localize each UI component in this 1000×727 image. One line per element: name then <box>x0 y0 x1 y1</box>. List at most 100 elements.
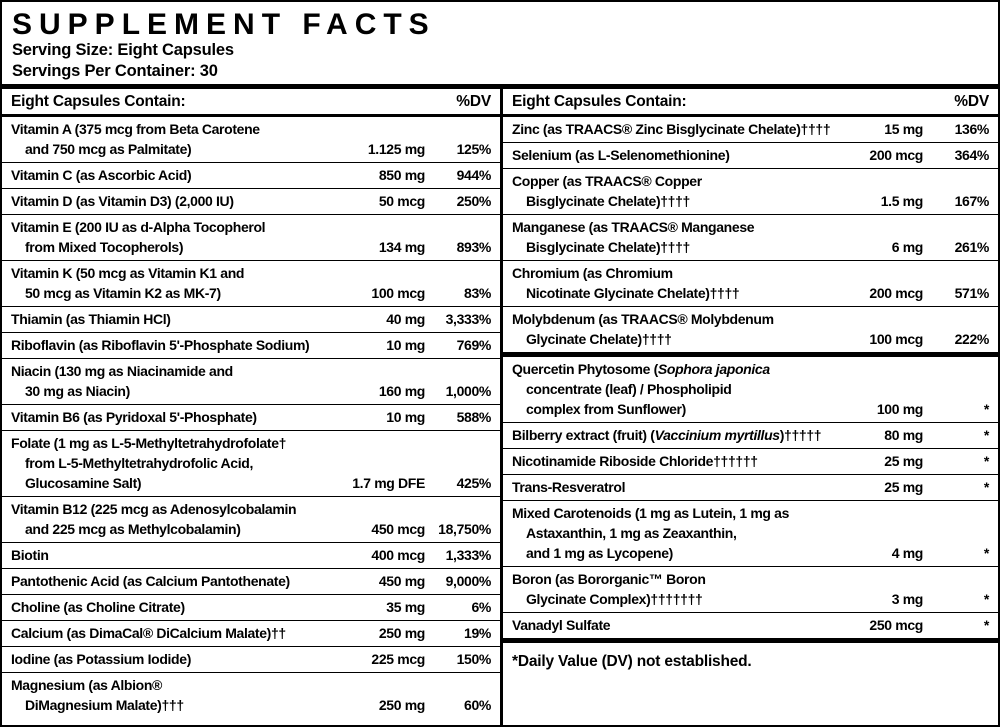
nutrient-rows: Vitamin A (375 mcg from Beta Carotene and… <box>2 117 500 725</box>
nutrient-name: Manganese (as TRAACS® Manganese Bisglycin… <box>512 219 755 255</box>
table-row: Vitamin B12 (225 mcg as Adenosylcobalami… <box>2 496 500 542</box>
nutrient-dv: 944% <box>456 167 492 183</box>
table-row: Selenium (as L-Selenomethionine) 200 mcg 3… <box>503 142 998 168</box>
table-row: Manganese (as TRAACS® Manganese Bisglycin… <box>503 214 998 260</box>
left-column: Eight Capsules Contain: %DV Vitamin A (3… <box>2 89 500 725</box>
nutrient-amount: 450 mg <box>378 573 426 589</box>
nutrient-dv: 425% <box>456 475 492 491</box>
table-row: Iodine (as Potassium Iodide) 225 mcg 150% <box>2 646 500 672</box>
table-row: Vitamin D (as Vitamin D3) (2,000 IU) 50 m… <box>2 188 500 214</box>
columns-container: Eight Capsules Contain: %DV Vitamin A (3… <box>2 89 998 725</box>
nutrient-name: Vitamin B12 (225 mcg as Adenosylcobalami… <box>11 501 297 537</box>
nutrient-amount: 50 mcg <box>378 193 426 209</box>
nutrient-dv: 571% <box>954 285 990 301</box>
nutrient-name: Calcium (as DimaCal® DiCalcium Malate)†† <box>11 625 286 641</box>
nutrient-dv: 83% <box>464 285 491 301</box>
nutrient-amount: 6 mg <box>891 239 924 255</box>
nutrient-amount: 40 mg <box>386 311 425 327</box>
nutrient-name: Trans-Resveratrol <box>512 479 626 495</box>
nutrient-amount: 250 mg <box>378 625 426 641</box>
nutrient-name: Riboflavin (as Riboflavin 5'-Phosphate S… <box>11 337 310 353</box>
nutrient-dv: 250% <box>456 193 492 209</box>
nutrient-name: Vitamin D (as Vitamin D3) (2,000 IU) <box>11 193 234 209</box>
column-header: Eight Capsules Contain: %DV <box>2 89 500 117</box>
nutrient-dv: 9,000% <box>445 573 492 589</box>
nutrient-name: Folate (1 mg as L-5-Methyltetrahydrofola… <box>11 435 287 491</box>
nutrient-dv: * <box>983 545 989 561</box>
table-row: Vitamin B6 (as Pyridoxal 5'-Phosphate) 10… <box>2 404 500 430</box>
nutrient-dv: 261% <box>954 239 990 255</box>
nutrient-name: Bilberry extract (fruit) (Vaccinium myrt… <box>512 427 822 443</box>
table-row: Boron (as Bororganic™ Boron Glycinate Com… <box>503 566 998 612</box>
nutrient-name: Thiamin (as Thiamin HCl) <box>11 311 171 327</box>
serving-size: Serving Size: Eight Capsules <box>12 41 234 59</box>
table-row: Pantothenic Acid (as Calcium Pantothenat… <box>2 568 500 594</box>
nutrient-amount: 1.5 mg <box>880 193 924 209</box>
nutrient-dv: * <box>983 617 989 633</box>
dv-header-label: %DV <box>954 93 989 110</box>
nutrient-amount: 100 mcg <box>869 331 923 347</box>
nutrient-dv: 1,000% <box>445 383 492 399</box>
nutrient-dv: 18,750% <box>438 521 491 537</box>
table-row: Thiamin (as Thiamin HCl) 40 mg 3,333% <box>2 306 500 332</box>
table-row: Folate (1 mg as L-5-Methyltetrahydrofola… <box>2 430 500 496</box>
section-divider <box>503 638 998 643</box>
nutrient-amount: 250 mcg <box>869 617 923 633</box>
table-row: Molybdenum (as TRAACS® Molybdenum Glycina… <box>503 306 998 352</box>
table-row: Trans-Resveratrol 25 mg * <box>503 474 998 500</box>
nutrient-amount: 400 mcg <box>371 547 425 563</box>
table-row: Niacin (130 mg as Niacinamide and 30 mg a… <box>2 358 500 404</box>
dv-header-label: %DV <box>456 93 491 110</box>
nutrient-name: Niacin (130 mg as Niacinamide and 30 mg a… <box>11 363 233 399</box>
label-header: SUPPLEMENT FACTS Serving Size: Eight Cap… <box>2 2 998 84</box>
nutrient-dv: * <box>983 591 989 607</box>
nutrient-amount: 25 mg <box>884 479 923 495</box>
table-row: Riboflavin (as Riboflavin 5'-Phosphate S… <box>2 332 500 358</box>
table-row: Bilberry extract (fruit) (Vaccinium myrt… <box>503 422 998 448</box>
nutrient-dv: 222% <box>954 331 990 347</box>
servings-per-container: Servings Per Container: 30 <box>12 62 218 80</box>
table-row: Vitamin C (as Ascorbic Acid) 850 mg 944% <box>2 162 500 188</box>
nutrient-dv: 3,333% <box>445 311 492 327</box>
nutrient-amount: 134 mg <box>378 239 426 255</box>
nutrient-amount: 1.125 mg <box>367 141 425 157</box>
nutrient-dv: 125% <box>456 141 492 157</box>
nutrient-name: Chromium (as Chromium Nicotinate Glycinat… <box>512 265 740 301</box>
nutrient-name: Vitamin E (200 IU as d-Alpha Tocopherol f… <box>11 219 266 255</box>
nutrient-amount: 100 mcg <box>371 285 425 301</box>
nutrient-amount: 450 mcg <box>371 521 425 537</box>
nutrient-amount: 15 mg <box>884 121 923 137</box>
nutrient-name: Vanadyl Sulfate <box>512 617 611 633</box>
nutrient-amount: 1.7 mg DFE <box>352 475 425 491</box>
nutrient-name: Quercetin Phytosome (Sophora japonica con… <box>512 361 770 417</box>
nutrient-amount: 200 mcg <box>869 285 923 301</box>
nutrient-name: Vitamin K (50 mcg as Vitamin K1 and 50 mc… <box>11 265 245 301</box>
nutrient-amount: 10 mg <box>386 409 425 425</box>
dv-footnote: *Daily Value (DV) not established. <box>512 653 752 670</box>
header-divider-bar <box>2 84 998 89</box>
nutrient-name: Magnesium (as Albion® DiMagnesium Malate)… <box>11 677 184 713</box>
column-header-label: Eight Capsules Contain: <box>512 93 687 110</box>
nutrient-dv: 136% <box>954 121 990 137</box>
nutrient-amount: 200 mcg <box>869 147 923 163</box>
nutrient-rows: Zinc (as TRAACS® Zinc Bisglycinate Chela… <box>503 117 998 725</box>
nutrient-name: Nicotinamide Riboside Chloride†††††† <box>512 453 758 469</box>
nutrient-dv: 588% <box>456 409 492 425</box>
nutrient-dv: 769% <box>456 337 492 353</box>
nutrient-dv: * <box>983 401 989 417</box>
table-row: Calcium (as DimaCal® DiCalcium Malate)††… <box>2 620 500 646</box>
nutrient-amount: 4 mg <box>891 545 924 561</box>
nutrient-dv: 1,333% <box>445 547 492 563</box>
nutrient-dv: 19% <box>464 625 491 641</box>
nutrient-amount: 160 mg <box>378 383 426 399</box>
table-row: Vitamin A (375 mcg from Beta Carotene and… <box>2 117 500 162</box>
nutrient-name: Vitamin C (as Ascorbic Acid) <box>11 167 192 183</box>
nutrient-name: Mixed Carotenoids (1 mg as Lutein, 1 mg … <box>512 505 790 561</box>
nutrient-dv: 150% <box>456 651 492 667</box>
nutrient-name: Pantothenic Acid (as Calcium Pantothenat… <box>11 573 290 589</box>
nutrient-name: Iodine (as Potassium Iodide) <box>11 651 192 667</box>
right-column: Eight Capsules Contain: %DV Zinc (as TRA… <box>500 89 998 725</box>
nutrient-dv: 167% <box>954 193 990 209</box>
